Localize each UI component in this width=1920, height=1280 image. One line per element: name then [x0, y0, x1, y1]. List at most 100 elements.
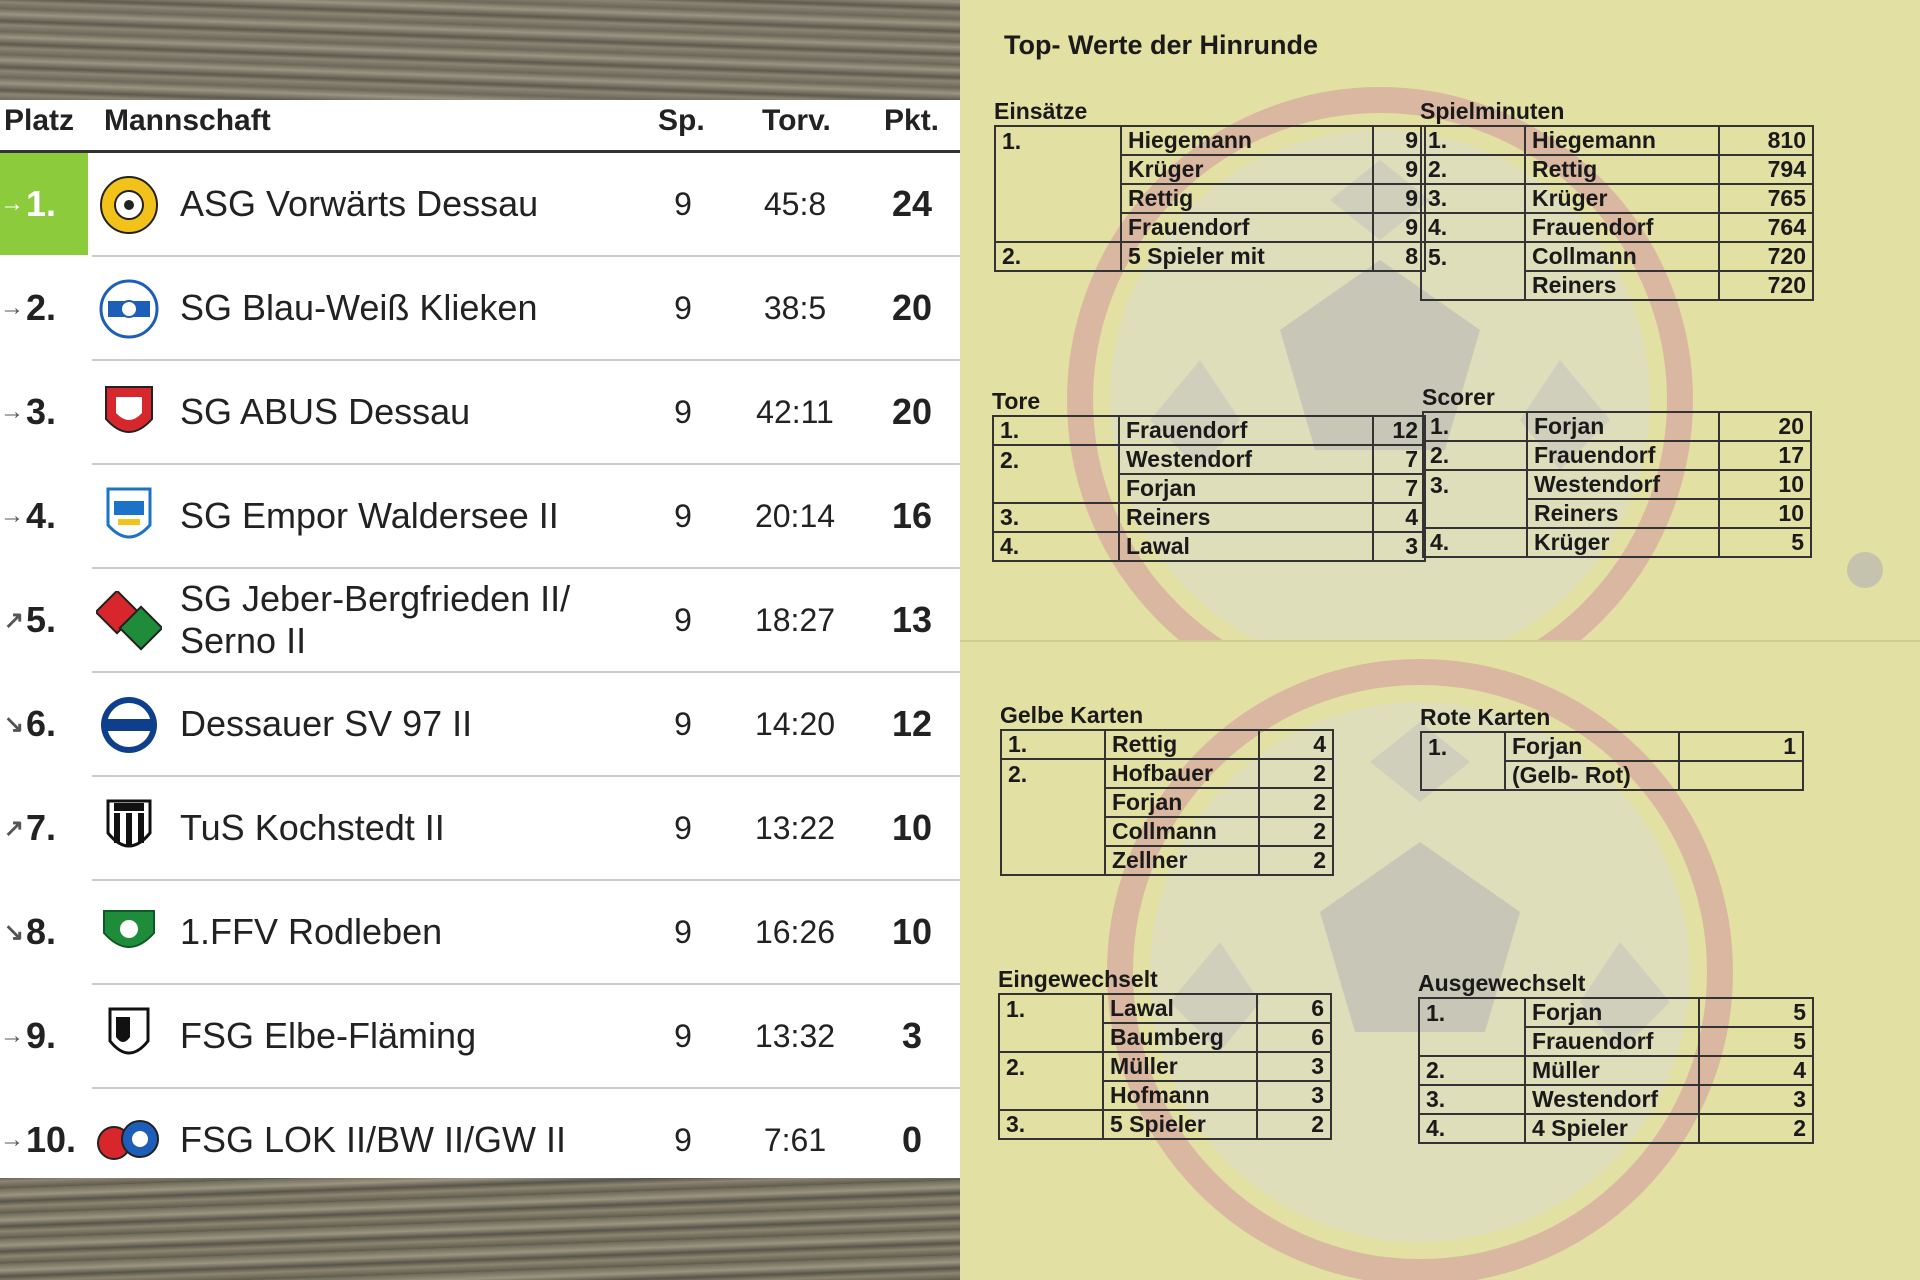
rank-number: 7. — [26, 807, 57, 848]
stat-rank — [1418, 1027, 1526, 1056]
tore-table: 1. Frauendorf 12 2. Westendorf 7 Forjan 7 3. Rein… — [992, 415, 1426, 562]
stat-row: Krüger 9 — [994, 154, 1426, 185]
table-row[interactable]: ↗ 5. SG Jeber-Bergfrieden II/ Serno II 9 18:… — [0, 569, 960, 673]
stat-value: 17 — [1718, 440, 1812, 471]
stat-player: Reiners — [1526, 498, 1720, 529]
stat-player: (Gelb- Rot) — [1504, 760, 1680, 791]
table-row[interactable]: → 1. ASG Vorwärts Dessau 9 45:8 24 — [0, 153, 960, 257]
row-divider — [92, 463, 960, 465]
trend-arrow-icon: ↗ — [3, 814, 24, 842]
table-row[interactable]: ↘ 6. Dessauer SV 97 II 9 14:20 12 — [0, 673, 960, 777]
spielminuten-title: Spielminuten — [1420, 98, 1565, 124]
stat-value: 3 — [1256, 1080, 1332, 1111]
table-row[interactable]: → 2. SG Blau-Weiß Klieken 9 38:5 20 — [0, 257, 960, 361]
table-header: Platz Mannschaft Sp. Torv. Pkt. — [0, 100, 960, 153]
stat-rank: 3. — [992, 502, 1120, 532]
stat-value: 1 — [1678, 731, 1804, 762]
team-name: SG Blau-Weiß Klieken — [180, 287, 538, 328]
stat-value: 6 — [1256, 1022, 1332, 1053]
games-played: 9 — [674, 705, 692, 742]
stat-rank — [998, 1081, 1104, 1110]
rank-cell: → 4. — [0, 465, 88, 567]
table-row[interactable]: → 4. SG Empor Waldersee II 9 20:14 16 — [0, 465, 960, 569]
tus-kochstedt-logo — [106, 799, 152, 848]
trend-arrow-icon: → — [0, 294, 24, 321]
stat-row: Forjan 2 — [1000, 787, 1334, 818]
team-name: FSG Elbe-Fläming — [180, 1015, 477, 1056]
stat-rank: 3. — [1418, 1084, 1526, 1114]
stat-rank: 4. — [1420, 212, 1526, 242]
stat-rank: 2. — [994, 241, 1122, 272]
stat-row: 2. Müller 4 — [1418, 1055, 1814, 1086]
paper-photo-bottom: Gelbe Karten 1. Rettig 4 2. Hofbauer 2 Forjan 2… — [960, 640, 1920, 1280]
row-divider — [92, 255, 960, 257]
stat-rank: 1. — [998, 993, 1104, 1023]
stat-rank: 2. — [1420, 154, 1526, 184]
table-row[interactable]: → 3. SG ABUS Dessau 9 42:11 20 — [0, 361, 960, 465]
rank-cell: → 1. — [0, 153, 88, 255]
stat-value: 6 — [1256, 993, 1332, 1024]
stat-row: 1. Forjan 5 — [1418, 997, 1814, 1028]
table-row[interactable]: ↘ 8. 1.FFV Rodleben 9 16:26 10 — [0, 881, 960, 985]
stat-rank: 1. — [1000, 729, 1106, 759]
standings-table: Platz Mannschaft Sp. Torv. Pkt. → 1. ASG V… — [0, 100, 960, 1178]
goal-ratio: 42:11 — [756, 393, 834, 430]
stat-value: 3 — [1698, 1084, 1814, 1115]
tore-title: Tore — [992, 388, 1041, 414]
stat-row: 1. Hiegemann 9 — [994, 125, 1426, 156]
col-header-torv: Torv. — [762, 104, 831, 137]
goal-ratio: 16:26 — [754, 913, 836, 950]
col-header-mannschaft: Mannschaft — [104, 104, 271, 137]
eingewechselt-title: Eingewechselt — [998, 966, 1158, 992]
rank-number: 3. — [26, 391, 57, 432]
points: 3 — [901, 1015, 923, 1056]
ausgewechselt-block: Ausgewechselt 1. Forjan 5 Frauendorf 5 2. Müll… — [1418, 970, 1814, 1144]
stat-row: 4. 4 Spieler 2 — [1418, 1113, 1814, 1144]
einsaetze-block: Einsätze 1. Hiegemann 9 Krüger 9 Rettig 9 Fraue… — [994, 98, 1426, 272]
abus-dessau-logo — [105, 386, 153, 433]
stat-player: 5 Spieler — [1102, 1109, 1258, 1140]
points: 13 — [891, 599, 933, 640]
stat-value: 9 — [1372, 183, 1426, 214]
stat-row: 2. Frauendorf 17 — [1422, 440, 1812, 471]
stat-value: 2 — [1258, 758, 1334, 789]
asg-vorwaerts-logo — [100, 176, 158, 234]
stat-rank: 1. — [1422, 411, 1528, 441]
stat-row: 1. Forjan 20 — [1422, 411, 1812, 442]
table-row[interactable]: → 10. FSG LOK II/BW II/GW II 9 7:61 0 — [0, 1089, 960, 1193]
col-header-sp: Sp. — [658, 104, 705, 137]
goal-ratio: 14:20 — [754, 705, 836, 742]
rote-karten-title: Rote Karten — [1420, 704, 1551, 730]
stat-value: 3 — [1256, 1051, 1332, 1082]
scorer-title: Scorer — [1422, 384, 1495, 410]
stat-value: 7 — [1372, 473, 1426, 504]
stat-player: Forjan — [1504, 731, 1680, 762]
games-played: 9 — [674, 1017, 692, 1054]
stat-row: 2. Westendorf 7 — [992, 444, 1426, 475]
stat-row: Baumberg 6 — [998, 1022, 1332, 1053]
stat-row: Frauendorf 9 — [994, 212, 1426, 243]
stat-player: Rettig — [1524, 154, 1720, 185]
stat-player: Lawal — [1118, 531, 1374, 562]
table-row[interactable]: → 9. FSG Elbe-Fläming 9 13:32 3 — [0, 985, 960, 1089]
stat-player: Rettig — [1104, 729, 1260, 760]
stat-rank: 1. — [1420, 731, 1506, 761]
scorer-table: 1. Forjan 20 2. Frauendorf 17 3. Westendorf 10 Re… — [1422, 411, 1812, 558]
stat-player: Frauendorf — [1524, 1026, 1700, 1057]
trend-arrow-icon: → — [0, 1126, 24, 1153]
trend-arrow-icon: → — [0, 190, 24, 217]
table-row[interactable]: ↗ 7. TuS Kochstedt II 9 13:22 10 — [0, 777, 960, 881]
stat-player: 4 Spieler — [1524, 1113, 1700, 1144]
stat-row: 1. Hiegemann 810 — [1420, 125, 1814, 156]
team-name: ASG Vorwärts Dessau — [180, 183, 539, 224]
rank-number: 2. — [26, 287, 57, 328]
stat-value: 2 — [1698, 1113, 1814, 1144]
stat-value: 720 — [1718, 241, 1814, 272]
row-divider — [92, 879, 960, 881]
stat-player: Collmann — [1524, 241, 1720, 272]
stat-player: Collmann — [1104, 816, 1260, 847]
stat-player: Westendorf — [1526, 469, 1720, 500]
points: 10 — [891, 911, 933, 952]
goal-ratio: 20:14 — [754, 497, 836, 534]
stat-value: 4 — [1258, 729, 1334, 760]
